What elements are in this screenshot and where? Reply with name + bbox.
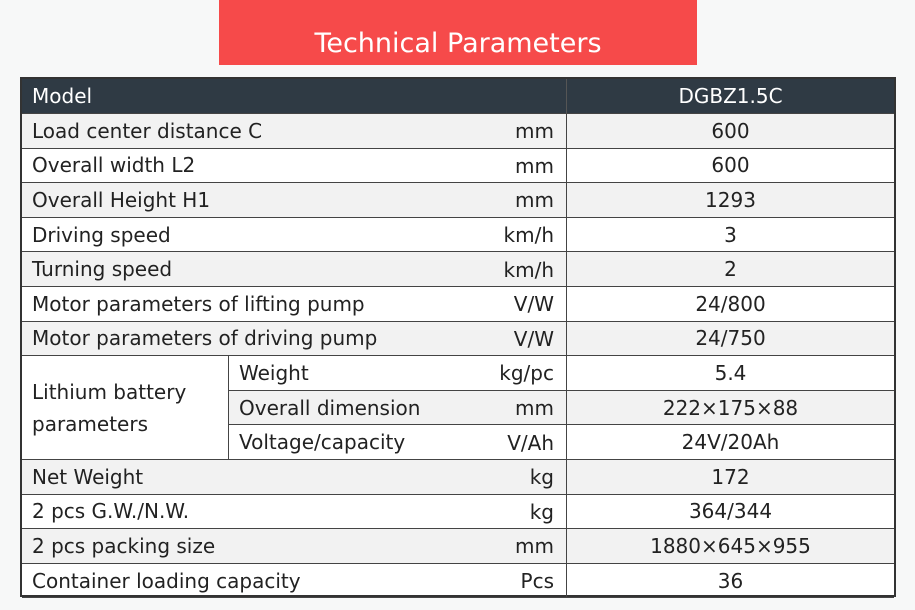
row-unit: km/h	[503, 223, 554, 248]
row-value: 1293	[566, 183, 894, 218]
row-label: 2 pcs packing size	[22, 529, 566, 564]
row-value: 36	[566, 563, 894, 599]
row-value: 172	[566, 460, 894, 495]
row-value: 5.4	[566, 356, 894, 391]
row-value: 1880×645×955	[566, 529, 894, 564]
row-value: 24/800	[566, 287, 894, 322]
row-unit: kg/pc	[499, 361, 554, 386]
row-value: 2	[566, 252, 894, 287]
header-label: Model	[22, 79, 566, 114]
row-unit: mm	[515, 188, 554, 213]
battery-group-label: Lithium battery parameters	[22, 356, 228, 460]
row-value: 364/344	[566, 494, 894, 530]
row-unit: mm	[515, 396, 554, 421]
row-label: Turning speed	[22, 252, 566, 287]
row-label: Load center distance C	[22, 114, 566, 149]
row-label: Weight	[228, 356, 566, 391]
row-value: 24/750	[566, 321, 894, 357]
row-value: 24V/20Ah	[566, 425, 894, 460]
title-banner: Technical Parameters	[219, 0, 697, 65]
row-label: Voltage/capacity	[228, 425, 566, 460]
row-label: Driving speed	[22, 218, 566, 253]
row-unit: V/W	[513, 326, 554, 351]
row-unit: mm	[515, 153, 554, 178]
row-label: 2 pcs G.W./N.W.	[22, 495, 566, 530]
row-unit: mm	[515, 119, 554, 144]
row-label: Motor parameters of driving pump	[22, 321, 566, 357]
row-unit: kg	[529, 465, 554, 490]
row-value: 600	[566, 148, 894, 184]
row-value: 3	[566, 217, 894, 253]
row-value: 222×175×88	[566, 390, 894, 426]
row-label: Overall width L2	[22, 149, 566, 184]
row-unit: Pcs	[520, 569, 554, 594]
row-label: Motor parameters of lifting pump	[22, 287, 566, 322]
header-value: DGBZ1.5C	[566, 79, 894, 114]
row-unit: V/W	[513, 292, 554, 317]
row-unit: km/h	[503, 257, 554, 282]
row-label: Overall Height H1	[22, 183, 566, 218]
row-unit: V/Ah	[507, 430, 554, 455]
row-label: Overall dimension	[228, 390, 566, 426]
row-value: 600	[566, 114, 894, 149]
row-unit: mm	[515, 534, 554, 559]
row-unit: kg	[529, 499, 554, 524]
row-label: Container loading capacity	[22, 564, 566, 599]
row-label: Net Weight	[22, 460, 566, 495]
